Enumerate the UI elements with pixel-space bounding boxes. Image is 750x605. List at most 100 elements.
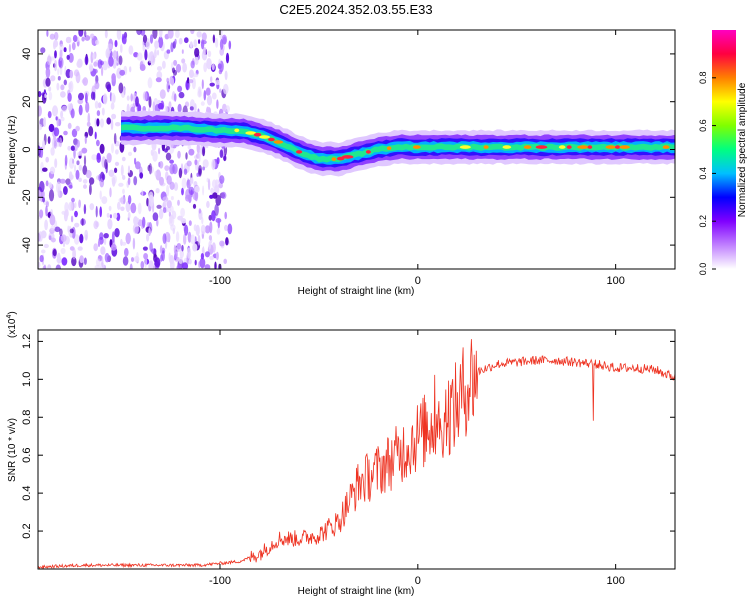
spectrogram-ridge-layer <box>121 110 675 177</box>
spectrogram-noise-blob <box>100 246 106 255</box>
spectrogram-noise-blob <box>38 105 42 117</box>
spectrogram-noise-blob <box>63 47 67 53</box>
spectrogram-noise-blob <box>219 175 225 184</box>
spectrogram-noise-blob <box>95 258 101 267</box>
spectrogram-noise-blob <box>173 59 178 66</box>
spectrogram-noise-blob <box>200 224 206 235</box>
spectrogram-noise-blob <box>169 163 175 175</box>
spectrogram-noise-blob <box>124 247 129 257</box>
spectrogram-noise-blob <box>197 234 201 246</box>
spectrogram-noise-blob <box>111 113 117 120</box>
spectrogram-noise-blob <box>118 182 124 187</box>
spectrogram-noise-blob <box>225 105 230 113</box>
spectrogram-noise-blob <box>153 49 157 59</box>
spectrogram-noise-blob <box>68 52 74 63</box>
x-tick-label: 100 <box>606 575 624 587</box>
spectrogram-noise-blob <box>170 224 176 231</box>
spectrogram-noise-blob <box>60 110 64 119</box>
spectrogram-noise-blob <box>60 247 66 255</box>
spectrogram-noise-blob <box>216 227 221 235</box>
spectrogram-peak-spot <box>535 145 548 149</box>
spectrogram-noise-blob <box>188 258 192 265</box>
spectrogram-noise-blob <box>48 86 52 92</box>
spectrogram-noise-blob <box>194 159 198 166</box>
spectrogram-noise-blob <box>208 241 212 250</box>
spectrogram-noise-blob <box>192 73 199 78</box>
y-tick-label: 0.6 <box>21 448 33 463</box>
spectrogram-noise-blob <box>89 183 92 196</box>
spectrogram-noise-blob <box>200 101 205 106</box>
spectrogram-noise-blob <box>106 213 110 218</box>
spectrogram-noise-blob <box>99 232 104 241</box>
spectrogram-noise-blob <box>74 210 78 218</box>
spectrogram-noise-blob <box>207 178 211 191</box>
spectrogram-noise-blob <box>127 165 131 174</box>
spectrogram-noise-blob <box>106 117 111 125</box>
spectrogram-noise-blob <box>110 102 115 110</box>
spectrogram-noise-blob <box>79 233 84 244</box>
spectrogram-noise-blob <box>152 150 158 162</box>
spectrogram-noise-blob <box>127 177 131 186</box>
spectrogram-noise-blob <box>112 50 117 60</box>
spectrogram-noise-blob <box>114 161 120 166</box>
spectrogram-noise-blob <box>186 160 192 167</box>
spectrogram-noise-blob <box>156 49 160 56</box>
spectrogram-noise-blob <box>49 214 56 226</box>
spectrogram-noise-blob <box>202 47 207 56</box>
spectrogram-noise-blob <box>38 261 41 269</box>
spectrogram-noise-blob <box>101 107 105 116</box>
spectrogram-noise-blob <box>55 264 61 269</box>
spectrogram-noise-blob <box>175 30 180 39</box>
spectrogram-noise-blob <box>183 233 187 245</box>
spectrogram-noise-blob <box>152 30 158 39</box>
spectrogram-noise-blob <box>104 252 110 263</box>
spectrogram-noise-blob <box>57 76 61 81</box>
spectrogram-peak-spot <box>296 150 303 154</box>
spectrogram-noise-blob <box>209 194 214 199</box>
y-tick-label: 0.4 <box>21 485 33 500</box>
spectrogram-noise-blob <box>223 258 227 264</box>
spectrogram-noise-blob <box>162 60 166 69</box>
spectrogram-noise-blob <box>46 55 52 66</box>
spectrogram-noise-blob <box>60 91 66 98</box>
spectrogram-noise-blob <box>54 50 57 59</box>
spectrogram-noise-blob <box>209 221 213 234</box>
spectrogram-noise-blob <box>53 59 58 72</box>
spectrogram-peak-spot <box>259 135 270 139</box>
spectrogram-noise-blob <box>135 161 141 170</box>
spectrogram-noise-blob <box>210 76 213 83</box>
spectrogram-noise-blob <box>64 154 68 166</box>
spectrogram-noise-blob <box>189 177 193 186</box>
spectrogram-noise-blob <box>133 146 137 153</box>
spectrogram-peak-spot <box>412 145 421 149</box>
spectrogram-noise-blob <box>166 175 172 185</box>
spectrogram-noise-blob <box>127 151 133 156</box>
spectrogram-noise-blob <box>40 230 47 239</box>
spectrogram-noise-blob <box>147 51 154 64</box>
spectrogram-noise-blob <box>59 43 64 52</box>
spectrogram-peak-spot <box>268 137 275 142</box>
spectrogram-noise-blob <box>127 212 131 219</box>
spectrogram-noise-blob <box>113 212 118 219</box>
spectrogram-noise-blob <box>211 210 216 222</box>
spectrogram-noise-blob <box>52 249 57 257</box>
spectrogram-noise-blob <box>44 93 47 99</box>
spectrogram-noise-blob <box>125 232 131 245</box>
spectrogram-peak-spot <box>273 140 284 144</box>
spectrogram-noise-blob <box>67 92 72 103</box>
spectrogram-noise-blob <box>196 143 200 154</box>
spectrogram-noise-blob <box>152 212 159 222</box>
spectrogram-noise-blob <box>192 203 197 209</box>
spectrogram-noise-blob <box>89 65 94 72</box>
spectrogram-noise-blob <box>101 66 104 77</box>
spectrogram-noise-blob <box>68 82 72 90</box>
spectrogram-noise-blob <box>45 156 49 163</box>
spectrogram-noise-blob <box>194 185 200 193</box>
y-tick-label: 20 <box>21 96 33 108</box>
spectrogram-noise-blob <box>221 191 227 199</box>
spectrogram-noise-blob <box>96 110 101 117</box>
spectrogram-noise-blob <box>110 119 114 131</box>
spectrogram-noise-blob <box>42 196 45 203</box>
spectrogram-noise-blob <box>50 209 53 216</box>
spectrogram-noise-blob <box>88 177 95 185</box>
